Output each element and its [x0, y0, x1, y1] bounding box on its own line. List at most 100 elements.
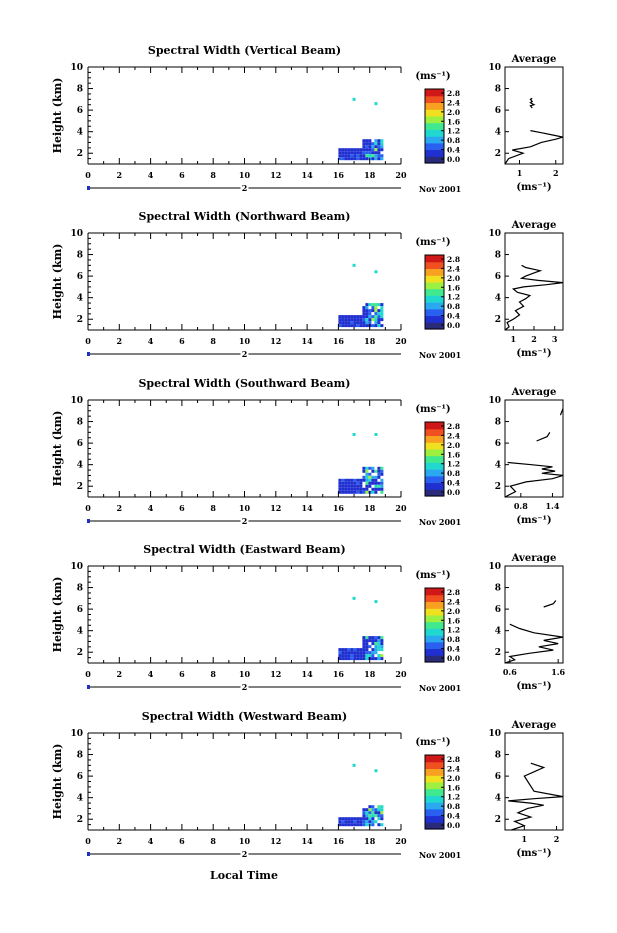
heatmap-cell — [371, 154, 375, 158]
heatmap-cell — [338, 817, 342, 821]
heatmap-cell — [347, 148, 351, 152]
day-marker-label: 2 — [242, 682, 248, 692]
average-y-tick-label: 10 — [488, 562, 501, 572]
heatmap-cell — [350, 324, 354, 328]
heatmap-cell — [344, 823, 348, 827]
heatmap-cell — [338, 154, 342, 158]
heatmap-cell — [377, 318, 381, 322]
heatmap-cell — [338, 484, 342, 488]
heatmap-cell — [368, 808, 372, 812]
heatmap-cell — [374, 657, 378, 661]
heatmap-cell — [365, 469, 369, 473]
average-x-tick-label: 2 — [554, 834, 560, 844]
heatmap-cell — [368, 805, 372, 809]
heatmap-cell — [338, 481, 342, 485]
heatmap-cell — [359, 823, 363, 827]
heatmap-cell — [362, 139, 366, 143]
colorbar-tick-label: 1.2 — [447, 127, 460, 136]
heatmap-cell — [341, 315, 345, 319]
heatmap-cell — [374, 139, 378, 143]
heatmap-cell — [356, 651, 360, 655]
average-x-tick-label: 2 — [531, 334, 537, 344]
heatmap-cell — [362, 318, 366, 322]
heatmap-cell — [380, 306, 384, 310]
heatmap-cell — [350, 481, 354, 485]
colorbar-tick-label: 0.0 — [447, 821, 460, 830]
average-y-tick-label: 4 — [495, 794, 501, 804]
heatmap-cell — [365, 645, 369, 649]
date-label: Nov 2001 — [419, 184, 461, 194]
heatmap-cell — [365, 478, 369, 482]
heatmap-cell — [374, 814, 378, 818]
x-tick-label: 14 — [302, 836, 314, 846]
average-y-tick-label: 10 — [488, 396, 501, 406]
heatmap-cell — [338, 651, 342, 655]
colorbar-swatch — [425, 422, 444, 430]
colorbar-swatch — [425, 594, 444, 602]
heatmap-cell — [380, 142, 384, 146]
heatmap-cell — [371, 490, 375, 494]
heatmap-cell — [365, 145, 369, 149]
heatmap-cell — [377, 481, 381, 485]
colorbar-swatch — [425, 655, 444, 663]
x-tick-label: 2 — [117, 503, 123, 513]
x-tick-label: 10 — [239, 836, 251, 846]
heatmap-cell — [362, 312, 366, 316]
heatmap-cell — [356, 318, 360, 322]
y-tick-label: 6 — [77, 439, 83, 449]
x-tick-label: 8 — [210, 170, 216, 180]
colorbar-swatch — [425, 641, 444, 650]
heatmap-cell — [377, 639, 381, 643]
heatmap-cell — [359, 324, 363, 328]
colorbar-swatch — [425, 775, 444, 783]
heatmap-cell — [365, 654, 369, 658]
heatmap-cell — [380, 312, 384, 316]
x-tick-label: 2 — [117, 836, 123, 846]
isolated-point — [374, 270, 378, 274]
heatmap-cell — [371, 808, 375, 812]
colorbar-tick-label: 2.0 — [447, 108, 460, 117]
heatmap-cell — [380, 645, 384, 649]
colorbar-tick-label: 2.0 — [447, 607, 460, 616]
heatmap-cell — [356, 324, 360, 328]
colorbar-tick-label: 1.2 — [447, 793, 460, 802]
heatmap-cell — [368, 481, 372, 485]
day-marker-start — [87, 519, 90, 523]
heatmap-cell — [365, 823, 369, 827]
heatmap-cell — [374, 490, 378, 494]
heatmap-cell — [338, 654, 342, 658]
heatmap-cell — [356, 154, 360, 158]
day-marker-gap — [240, 517, 249, 525]
heatmap-cell — [356, 478, 360, 482]
x-tick-label: 12 — [270, 503, 281, 513]
heatmap-cell — [377, 321, 381, 325]
heatmap-cell — [371, 487, 375, 491]
heatmap-cell — [374, 151, 378, 155]
heatmap-cell — [380, 139, 384, 143]
colorbar-units: (ms⁻¹) — [415, 737, 450, 748]
isolated-point — [352, 263, 356, 267]
colorbar-swatch — [425, 802, 444, 810]
colorbar-swatch — [425, 761, 444, 769]
day-marker-label: 2 — [242, 849, 248, 859]
heatmap-cell — [344, 484, 348, 488]
colorbar-units: (ms⁻¹) — [415, 404, 450, 415]
heatmap-cell — [362, 309, 366, 313]
heatmap-cell — [368, 148, 372, 152]
heatmap-cell — [368, 817, 372, 821]
heatmap-cell — [377, 154, 381, 158]
colorbar-swatch — [425, 455, 444, 463]
heatmap-cell — [365, 309, 369, 313]
chart-title: Spectral Width (Northward Beam) — [139, 210, 351, 223]
chart-title: Spectral Width (Vertical Beam) — [148, 44, 341, 57]
heatmap-cell — [362, 808, 366, 812]
day-marker-label: 2 — [242, 516, 248, 526]
y-tick-label: 2 — [77, 149, 83, 159]
colorbar-swatch — [425, 255, 444, 263]
heatmap-cell — [359, 820, 363, 824]
heatmap-cell — [350, 487, 354, 491]
isolated-point — [374, 600, 378, 604]
colorbar-swatch — [425, 109, 444, 117]
colorbar-tick-label: 1.6 — [447, 283, 460, 292]
heatmap-cell — [347, 820, 351, 824]
